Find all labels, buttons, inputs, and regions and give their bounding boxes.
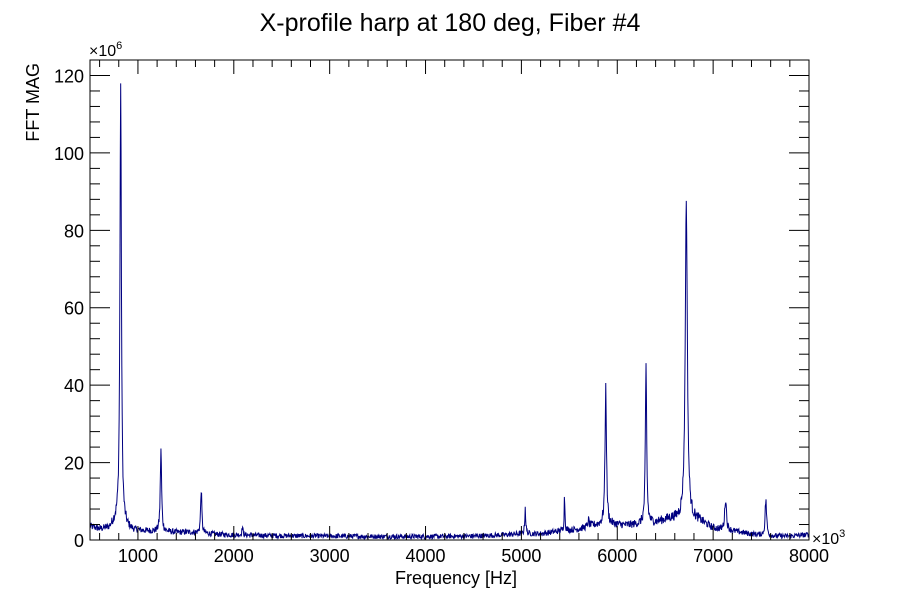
x-tick-label: 5000 [501, 546, 541, 566]
axis-ticks [90, 59, 810, 541]
x-tick-label: 2000 [214, 546, 254, 566]
svg-text:×106: ×106 [89, 40, 122, 60]
chart-title: X-profile harp at 180 deg, Fiber #4 [260, 9, 641, 37]
y-tick-label: 60 [64, 299, 84, 319]
y-tick-label: 20 [64, 454, 84, 474]
x-tick-label: 3000 [310, 546, 350, 566]
y-axis-multiplier: ×106 [89, 40, 122, 60]
x-tick-label: 7000 [693, 546, 733, 566]
x-tick-label: 8000 [789, 546, 829, 566]
x-axis-multiplier: ×103 [812, 528, 845, 548]
x-tick-label: 6000 [597, 546, 637, 566]
plot-frame [89, 59, 810, 541]
svg-text:×103: ×103 [812, 528, 845, 548]
y-multiplier-exponent: 6 [116, 40, 122, 52]
x-axis-label: Frequency [Hz] [395, 568, 517, 588]
y-tick-label: 100 [54, 144, 84, 164]
x-multiplier-exponent: 3 [839, 528, 845, 540]
plot-area [89, 83, 810, 541]
series-line [89, 83, 810, 541]
axis-tick-labels: 1000 2000 3000 4000 5000 6000 7000 8000 0 20 40 60 8… [54, 66, 829, 566]
y-multiplier-base: ×10 [89, 43, 116, 60]
x-multiplier-base: ×10 [812, 531, 839, 548]
x-tick-label: 4000 [406, 546, 446, 566]
y-axis-label: FFT MAG [23, 63, 43, 142]
y-tick-label: 80 [64, 221, 84, 241]
y-tick-label: 120 [54, 66, 84, 86]
y-tick-label: 0 [74, 531, 84, 551]
y-tick-label: 40 [64, 376, 84, 396]
x-tick-label: 1000 [118, 546, 158, 566]
